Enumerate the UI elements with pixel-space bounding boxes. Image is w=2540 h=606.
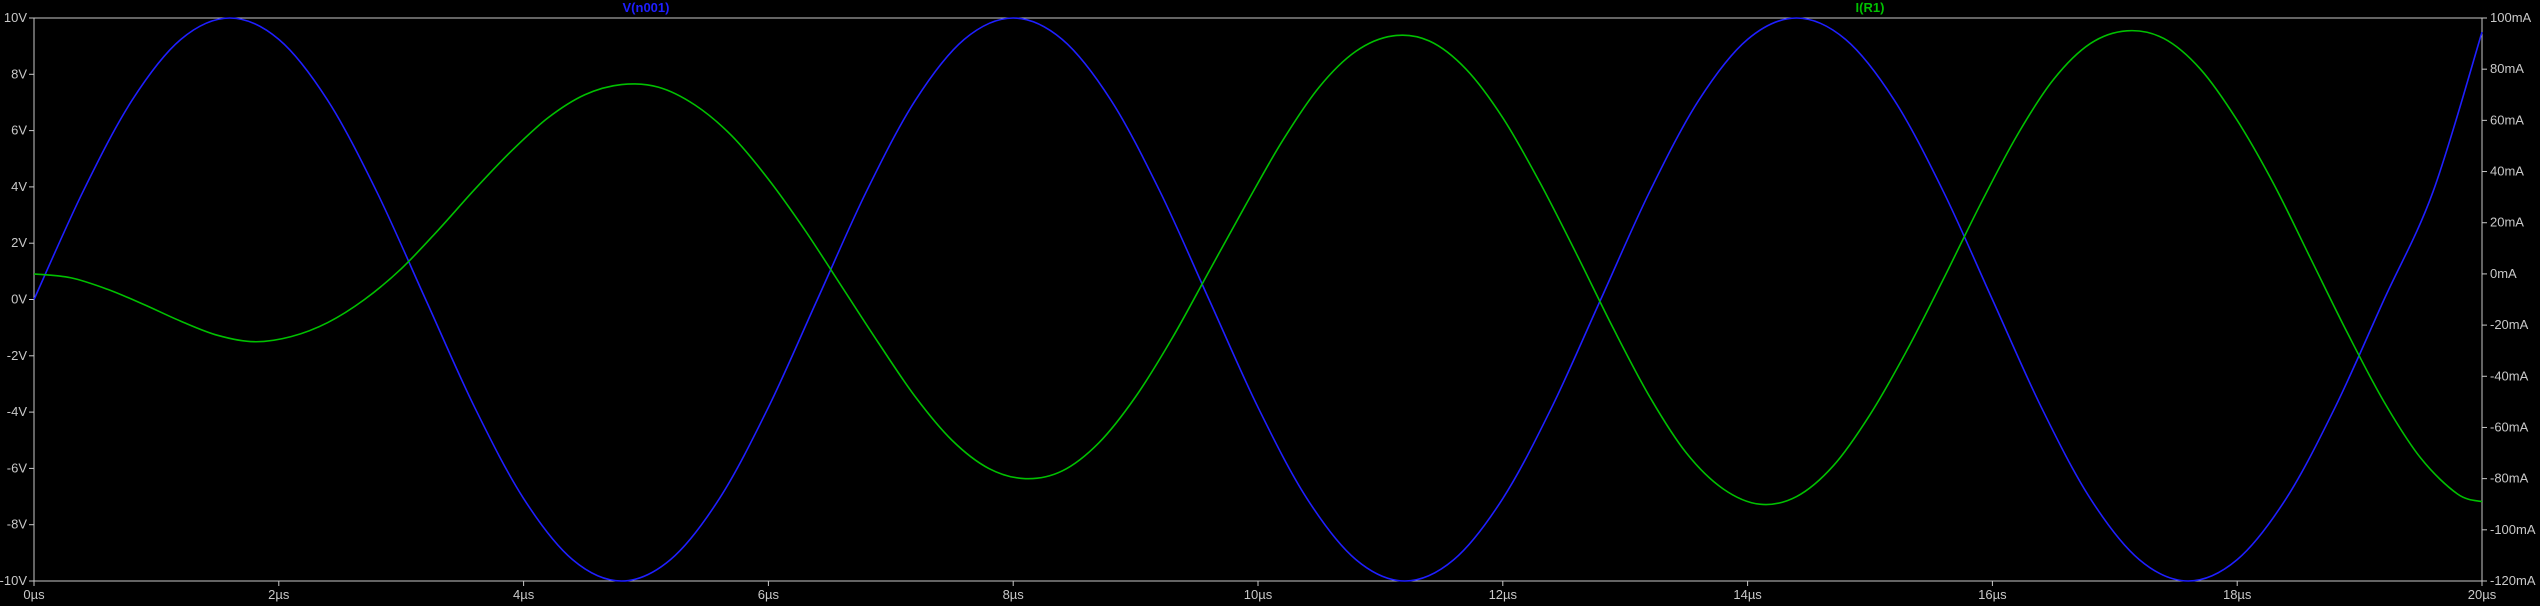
y-right-tick-label: 60mA bbox=[2490, 112, 2524, 127]
y-right-tick-label: -120mA bbox=[2490, 573, 2536, 588]
y-left-tick-label: 6V bbox=[11, 123, 27, 138]
x-tick-label: 12µs bbox=[1489, 587, 1518, 602]
x-tick-label: 0µs bbox=[23, 587, 45, 602]
trace-label-v-n001[interactable]: V(n001) bbox=[623, 0, 670, 15]
y-right-tick-label: -100mA bbox=[2490, 522, 2536, 537]
y-left-tick-label: -4V bbox=[7, 404, 28, 419]
y-left-tick-label: 0V bbox=[11, 292, 27, 307]
y-right-tick-label: 100mA bbox=[2490, 10, 2532, 25]
plot-frame bbox=[33, 17, 2483, 582]
x-tick-label: 8µs bbox=[1003, 587, 1025, 602]
y-right-tick-label: 80mA bbox=[2490, 61, 2524, 76]
y-right-tick-label: -60mA bbox=[2490, 419, 2529, 434]
y-right-tick-label: 20mA bbox=[2490, 215, 2524, 230]
y-left-tick-label: -8V bbox=[7, 517, 28, 532]
x-tick-label: 4µs bbox=[513, 587, 535, 602]
x-tick-label: 20µs bbox=[2468, 587, 2497, 602]
x-tick-label: 2µs bbox=[268, 587, 290, 602]
trace-v-n001 bbox=[33, 17, 2483, 582]
x-tick-label: 14µs bbox=[1733, 587, 1762, 602]
y-axis-left: -10V -8V -6V -4V -2V 0V 2V 4V 6V 8V 10V bbox=[0, 10, 34, 588]
y-left-tick-label: 4V bbox=[11, 179, 27, 194]
y-right-tick-label: -40mA bbox=[2490, 368, 2529, 383]
x-tick-label: 6µs bbox=[758, 587, 780, 602]
y-right-tick-label: 40mA bbox=[2490, 164, 2524, 179]
y-left-tick-label: 2V bbox=[11, 235, 27, 250]
y-left-tick-label: 8V bbox=[11, 66, 27, 81]
trace-label-i-r1[interactable]: I(R1) bbox=[1856, 0, 1885, 15]
trace-i-r1 bbox=[33, 29, 2483, 506]
x-tick-label: 10µs bbox=[1244, 587, 1273, 602]
traces bbox=[33, 17, 2483, 582]
y-left-tick-label: -10V bbox=[0, 573, 27, 588]
y-left-tick-label: 10V bbox=[4, 10, 27, 25]
y-left-tick-label: -2V bbox=[7, 348, 28, 363]
y-left-tick-label: -6V bbox=[7, 460, 28, 475]
x-tick-label: 16µs bbox=[1978, 587, 2007, 602]
y-axis-right: -120mA -100mA -80mA -60mA -40mA -20mA 0mA 20mA 4… bbox=[2482, 10, 2536, 588]
y-right-tick-label: -80mA bbox=[2490, 471, 2529, 486]
x-axis: 0µs 2µs 4µs 6µs 8µs 10µs 12µs 14µs 16µs 18µs 20µs bbox=[23, 581, 2497, 602]
y-right-tick-label: 0mA bbox=[2490, 266, 2517, 281]
y-right-tick-label: -20mA bbox=[2490, 317, 2529, 332]
trace-labels[interactable]: V(n001) I(R1) bbox=[623, 0, 1885, 15]
x-tick-label: 18µs bbox=[2223, 587, 2252, 602]
